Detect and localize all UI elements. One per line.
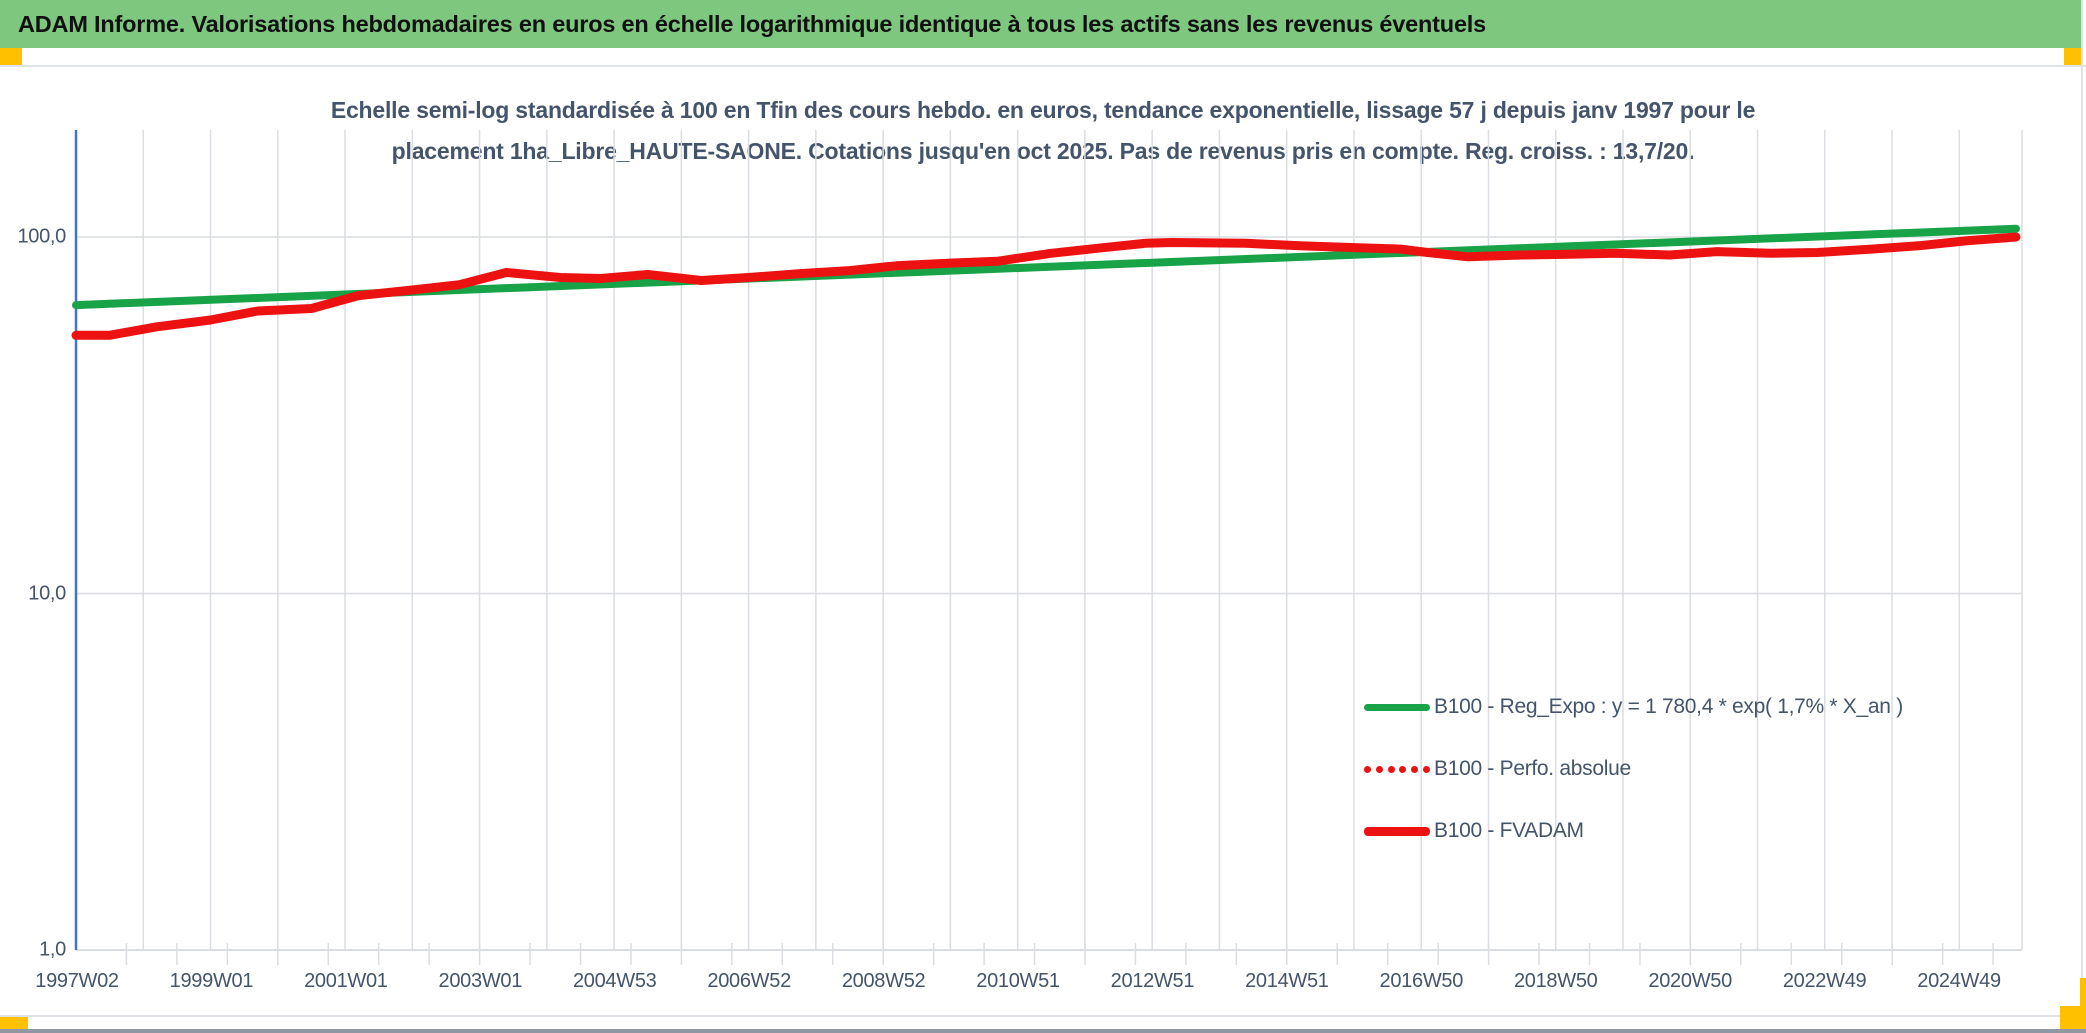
chart-title: Echelle semi-log standardisée à 100 en T… [0, 90, 2086, 172]
y-tick-label: 100,0 [17, 225, 66, 248]
scroll-indicator-foot [2060, 1006, 2086, 1031]
x-tick-label: 2014W51 [1245, 970, 1329, 992]
y-tick-label: 10,0 [28, 582, 66, 604]
scroll-indicator-strip [2080, 978, 2086, 1031]
x-tick-label: 2008W52 [841, 970, 926, 992]
bottom-divider [0, 1015, 2086, 1017]
top-divider [0, 65, 2086, 67]
legend-label-reg-expo: B100 - Reg_Expo : y = 1 780,4 * exp( 1,7… [1434, 695, 1903, 718]
x-tick-label: 2022W49 [1782, 970, 1867, 992]
legend-item-perfo-absolue: B100 - Perfo. absolue [1364, 754, 1903, 784]
app-title-bar: ADAM Informe. Valorisations hebdomadaire… [0, 0, 2082, 48]
corner-accent-top-right [2064, 48, 2082, 65]
x-tick-label: 2010W51 [976, 970, 1060, 992]
legend-swatch-fvadam [1364, 826, 1430, 836]
legend-label-perfo-absolue: B100 - Perfo. absolue [1434, 757, 1631, 780]
legend-label-fvadam: B100 - FVADAM [1434, 819, 1584, 842]
chart-title-line2: placement 1ha_Libre_HAUTE-SAONE. Cotatio… [391, 138, 1695, 164]
corner-accent-top-left [0, 48, 22, 65]
legend-swatch-perfo-absolue [1364, 765, 1430, 773]
legend-item-reg-expo: B100 - Reg_Expo : y = 1 780,4 * exp( 1,7… [1364, 692, 1903, 722]
corner-accent-bottom-left [0, 1017, 28, 1031]
x-tick-label: 2004W53 [572, 970, 657, 992]
series-line-fvadam [71, 232, 2021, 340]
x-tick-label: 2024W49 [1917, 970, 2001, 992]
x-tick-label: 2018W50 [1513, 970, 1598, 992]
x-axis-tick-labels: 1997W02 1999W01 2001W01 2003W01 2004W53 2006W… [0, 970, 2086, 998]
chart-legend: B100 - Reg_Expo : y = 1 780,4 * exp( 1,7… [1364, 692, 1903, 878]
x-tick-label: 1999W01 [169, 970, 254, 992]
right-edge-divider [2081, 0, 2083, 1015]
app-title: ADAM Informe. Valorisations hebdomadaire… [18, 10, 1487, 37]
chart-title-line1: Echelle semi-log standardisée à 100 en T… [330, 97, 1756, 123]
y-tick-label: 1,0 [39, 938, 66, 961]
legend-item-fvadam: B100 - FVADAM [1364, 816, 1903, 846]
x-tick-label: 2006W52 [707, 970, 791, 992]
x-tick-label: 2012W51 [1110, 970, 1195, 992]
bottom-edge-band [0, 1029, 2086, 1033]
x-tick-label: 2016W50 [1379, 970, 1464, 992]
legend-swatch-reg-expo [1364, 703, 1430, 711]
x-tick-label: 1997W02 [35, 970, 119, 992]
x-tick-label: 2020W50 [1648, 970, 1732, 992]
x-tick-label: 2001W01 [304, 970, 388, 992]
x-tick-label: 2003W01 [438, 970, 523, 992]
y-axis-tick-labels: 100,0 10,0 1,0 [0, 0, 66, 1000]
